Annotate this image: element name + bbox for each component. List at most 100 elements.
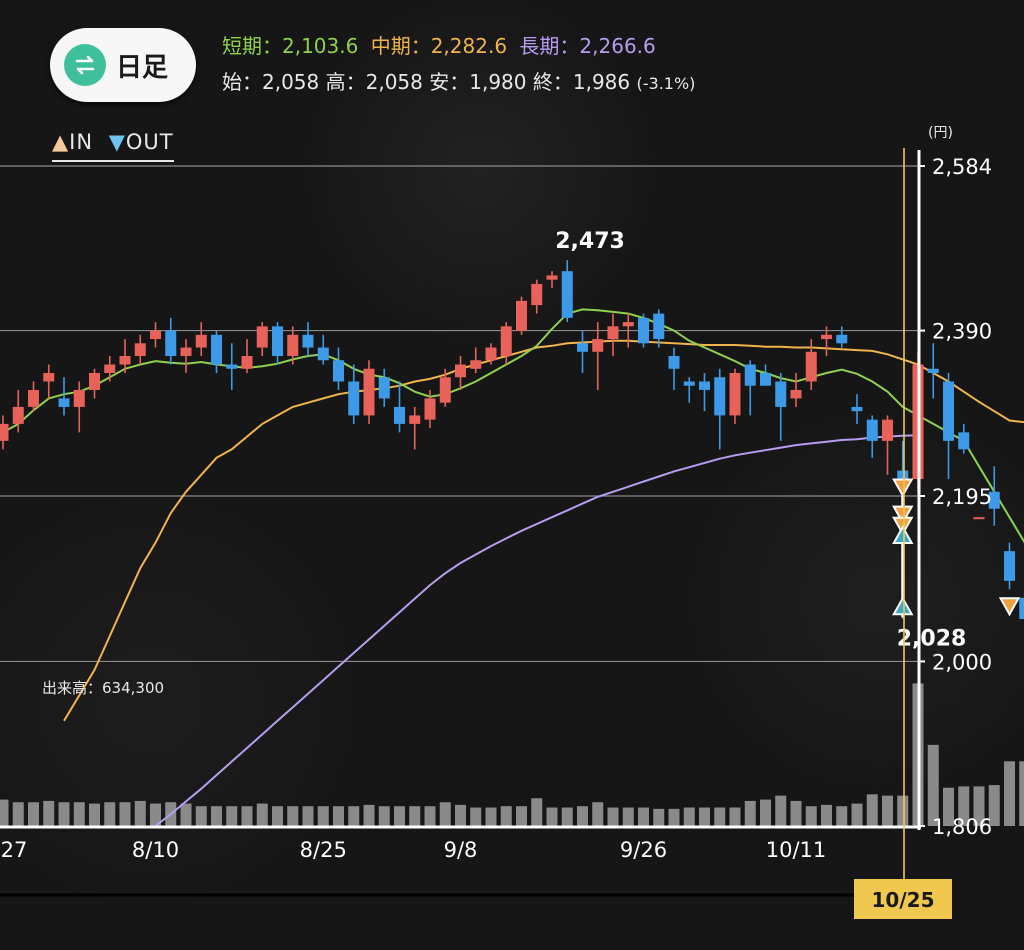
open-label: 始： [222,70,262,94]
candle-body [455,364,466,378]
x-tick-label: 27 [1,838,28,862]
candle-body [134,343,146,357]
volume-bar [485,807,497,826]
legend-in-label: IN [69,130,94,154]
volume-bar [683,807,695,826]
volume-bar [378,806,390,826]
low-value: 1,980 [469,70,527,94]
candle-body [866,419,878,441]
volume-bar [729,807,741,826]
y-tick-label: 2,390 [932,320,992,344]
candle-body [958,432,970,450]
candle-body [165,330,177,357]
candle-body [943,381,954,441]
volume-bar [775,795,787,826]
x-tick-label: 9/8 [444,838,478,862]
volume-bar [256,803,268,826]
volume-bar [546,807,558,826]
volume-bar [317,806,329,826]
volume-bar [0,799,9,826]
candle-body [1019,597,1024,620]
candle-body [485,347,497,361]
volume-bar [394,806,405,826]
volume-bar [119,802,131,826]
candle-body [988,491,1000,509]
candle-body [150,330,161,340]
volume-bar [866,794,878,826]
long-ma-label: 長期： [519,34,580,58]
in-signal-marker [892,524,914,545]
volume-bar [760,799,771,826]
candle-body [821,334,832,340]
in-triangle-icon: ▲ [52,130,70,154]
candle-body [333,360,344,382]
y-tick-label: 2,195 [932,485,992,509]
high-price-label: 2,473 [555,229,625,254]
swap-arrows-icon [64,44,106,86]
out-signal-marker [892,505,914,525]
volume-bar [638,807,649,826]
candle-body [973,517,985,520]
candle-body [927,368,939,373]
cursor-date-badge [854,879,952,919]
volume-bar [28,802,39,826]
volume-bar [241,806,253,826]
candle-body [287,334,299,357]
close-label: 終： [532,70,573,94]
x-tick-label: 9/26 [620,838,667,862]
candle-body [470,360,482,369]
high-value: 2,058 [365,70,423,94]
volume-bar [882,795,893,826]
volume-bar [592,802,604,826]
volume-bar [897,795,909,826]
candle-body [424,398,436,420]
volume-bar [287,806,299,826]
volume-bar [409,806,421,826]
candle-body [180,347,192,357]
volume-label: 出来高：634,300 [42,679,164,697]
volume-bar [348,806,360,826]
candle-body [0,423,9,441]
candle-body [195,334,207,348]
volume-bar [439,802,451,826]
volume-bar [851,803,863,826]
candle-body [607,326,619,340]
x-tick-label: 8/10 [132,838,179,862]
volume-bar [73,802,85,826]
candle-body [348,381,360,416]
mid-ma-line [63,339,1024,722]
volume-bar [1004,761,1015,826]
signal-legend[interactable]: ▲IN ▼OUT [52,130,174,162]
volume-bar [43,800,55,826]
volume-bar [1019,761,1024,826]
ohlc-readout: 始：2,058 高：2,058 安：1,980 終：1,986 (-3.1%) [222,66,695,95]
candle-body [622,322,634,327]
x-tick-label: 8/25 [300,838,347,862]
moving-average-readout: 短期：2,103.6 中期：2,282.6 長期：2,266.6 [222,30,656,59]
candle-body [714,377,726,416]
candle-body [12,406,24,424]
close-value: 1,986 [572,70,631,94]
period-toggle-button[interactable]: 日足 [50,28,196,102]
candle-body [683,381,695,386]
candle-body [378,377,390,399]
candle-body [211,334,222,365]
candle-body [73,389,85,407]
candle-body [241,356,253,369]
mid-ma-label: 中期： [370,34,431,58]
volume-bar [195,806,207,826]
candle-body [805,351,817,382]
long-ma-line [154,434,919,827]
volume-bar [333,806,344,826]
volume-bar [790,800,802,826]
candle-body [43,372,55,382]
candle-body [363,368,375,416]
mid-ma-value: 2,282.6 [430,34,508,58]
candle-body [760,372,771,386]
candle-body [592,339,604,352]
candle-body [577,343,588,352]
low-label: 安： [429,70,470,94]
volume-bar [699,807,710,826]
